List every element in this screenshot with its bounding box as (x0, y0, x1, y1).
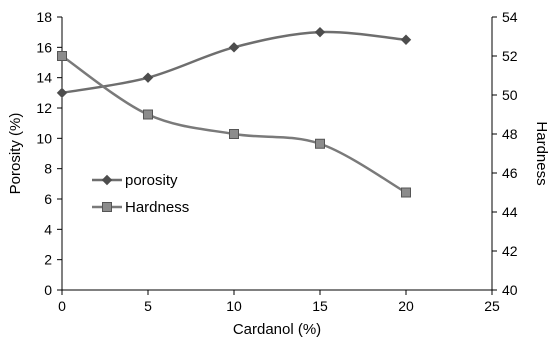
legend-item: porosity (92, 172, 178, 189)
y-right-tick-label: 48 (502, 126, 518, 142)
x-tick-label: 0 (58, 298, 66, 314)
legend-marker (102, 202, 112, 212)
y-left-tick-label: 14 (36, 70, 52, 86)
legend-marker (101, 174, 113, 186)
x-tick-label: 20 (398, 298, 414, 314)
y-left-tick-label: 2 (44, 252, 52, 268)
legend-item: Hardness (92, 199, 189, 216)
y-left-tick-label: 18 (36, 9, 52, 25)
x-tick-label: 25 (484, 298, 500, 314)
y-left-tick-label: 8 (44, 161, 52, 177)
y-right-tick-label: 54 (502, 9, 518, 25)
data-point-hardness (401, 187, 411, 198)
data-point-porosity (314, 26, 326, 38)
x-tick-label: 5 (144, 298, 152, 314)
y-right-tick-label: 42 (502, 243, 518, 259)
y-right-tick-label: 44 (502, 204, 518, 220)
y-left-tick-label: 0 (44, 282, 52, 298)
legend-label: porosity (125, 172, 178, 189)
y-left-tick-label: 12 (36, 100, 52, 116)
legend: porosity Hardness (92, 172, 189, 216)
x-axis-title: Cardanol (%) (233, 321, 321, 338)
data-point-porosity (400, 34, 412, 45)
data-point-hardness (143, 109, 153, 120)
x-tick-label: 10 (226, 298, 242, 314)
y-left-tick-label: 6 (44, 191, 52, 207)
series-porosity (56, 26, 412, 99)
y-right-tick-label: 40 (502, 282, 518, 298)
series-hardness (57, 51, 411, 198)
y-right-tick-label: 52 (502, 48, 518, 64)
data-point-porosity (142, 72, 154, 83)
data-point-hardness (315, 138, 325, 149)
data-point-porosity (56, 87, 68, 99)
data-point-porosity (228, 42, 240, 53)
x-tick-label: 15 (312, 298, 328, 314)
y-right-tick-label: 46 (502, 165, 518, 181)
y-left-tick-label: 10 (36, 130, 52, 146)
series-layer (56, 26, 412, 198)
data-point-hardness (57, 51, 67, 61)
y-axis-right-title: Hardness (533, 121, 548, 185)
series-line-porosity (61, 30, 407, 95)
y-axis-left-title: Porosity (%) (7, 113, 24, 195)
series-line-hardness (61, 54, 407, 194)
axes: 0 5 10 15 20 25024681012141618404244464850525… (36, 9, 517, 314)
data-point-hardness (229, 129, 239, 139)
y-left-tick-label: 16 (36, 39, 52, 55)
legend-label: Hardness (125, 199, 189, 216)
y-right-tick-label: 50 (502, 87, 518, 103)
y-left-tick-label: 4 (44, 221, 52, 237)
